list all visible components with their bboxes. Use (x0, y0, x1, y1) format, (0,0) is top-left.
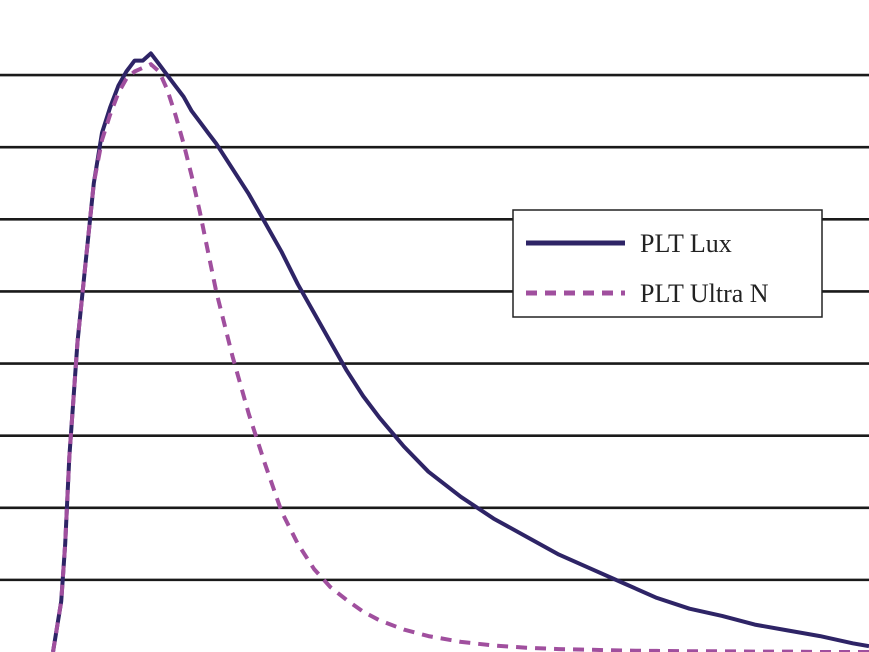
series-line-plt-ultra-n (51, 62, 869, 652)
legend: PLT Lux PLT Ultra N (512, 209, 823, 318)
series-layer (51, 51, 869, 652)
legend-label-plt-ultra-n: PLT Ultra N (640, 279, 769, 308)
series-line-plt-lux (51, 51, 869, 652)
gridlines (0, 73, 869, 582)
legend-label-plt-lux: PLT Lux (640, 229, 732, 258)
legend-box (512, 209, 823, 318)
